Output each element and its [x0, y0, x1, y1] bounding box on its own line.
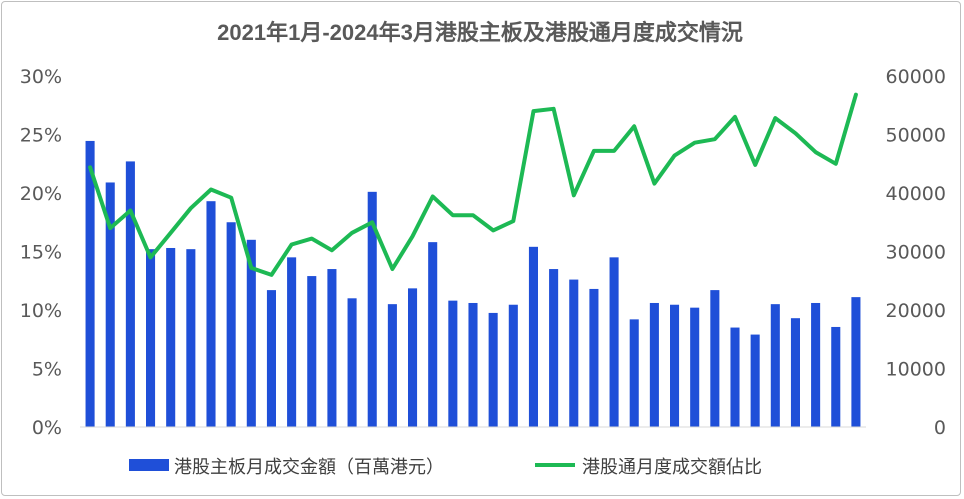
bar [730, 327, 740, 427]
legend: 港股主板月成交金額（百萬港元） 港股通月度成交額佔比 [129, 457, 762, 478]
right-axis-tick-label: 40000 [886, 183, 946, 205]
legend-label-line: 港股通月度成交額佔比 [582, 457, 762, 478]
right-axis-tick-label: 0 [934, 417, 946, 439]
bar [690, 307, 700, 427]
bar [609, 257, 619, 427]
left-axis-tick-label: 5% [32, 359, 62, 381]
legend-label-bars: 港股主板月成交金額（百萬港元） [174, 457, 444, 478]
bar [549, 269, 559, 427]
right-axis-tick-label: 10000 [886, 359, 946, 381]
bar [508, 304, 518, 427]
line-series [88, 92, 858, 277]
bar [226, 222, 236, 427]
left-axis-tick-label: 15% [20, 242, 62, 264]
bar [528, 246, 538, 427]
left-axis-tick-label: 0% [32, 417, 62, 439]
left-axis-ticks: 0% 5% 10% 15% 20% 25% 30% [20, 66, 62, 439]
bar [287, 257, 297, 427]
bar [307, 276, 317, 427]
left-axis-tick-label: 25% [20, 125, 62, 147]
right-axis-tick-label: 20000 [886, 300, 946, 322]
bar [710, 290, 720, 427]
bar [85, 140, 95, 427]
bar [831, 326, 841, 427]
bar [468, 302, 478, 427]
bar [105, 182, 115, 427]
right-axis-tick-label: 50000 [886, 125, 946, 147]
bar [246, 239, 256, 427]
bar [206, 201, 216, 427]
bar [166, 247, 176, 427]
bar [347, 298, 357, 427]
bar [266, 290, 276, 427]
bar [851, 297, 861, 427]
right-axis-ticks: 0 10000 20000 30000 40000 50000 60000 [886, 66, 946, 439]
left-axis-tick-label: 30% [20, 66, 62, 88]
left-axis-tick-label: 10% [20, 300, 62, 322]
bar [670, 304, 680, 427]
bar [428, 242, 438, 427]
legend-swatch-bars [129, 459, 169, 471]
bar [327, 269, 337, 427]
bar [448, 300, 458, 427]
bar [408, 288, 418, 427]
bar [790, 318, 800, 427]
share-line [88, 92, 858, 277]
right-axis-tick-label: 30000 [886, 242, 946, 264]
bar [629, 319, 639, 427]
bar [125, 161, 135, 427]
bar-series [85, 140, 861, 427]
bar [186, 249, 196, 427]
bar [569, 279, 579, 427]
bar [387, 304, 397, 427]
bar [750, 334, 760, 427]
bar [811, 302, 821, 427]
left-axis-tick-label: 20% [20, 183, 62, 205]
bar [649, 302, 659, 427]
bar [367, 191, 377, 427]
bar [488, 312, 498, 427]
bar [770, 304, 780, 427]
right-axis-tick-label: 60000 [886, 66, 946, 88]
bar [589, 288, 599, 427]
bar [146, 249, 156, 427]
chart-title: 2021年1月-2024年3月港股主板及港股通月度成交情況 [217, 20, 743, 45]
